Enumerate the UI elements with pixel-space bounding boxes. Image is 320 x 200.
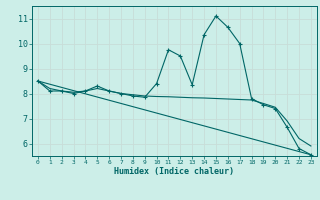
X-axis label: Humidex (Indice chaleur): Humidex (Indice chaleur) (115, 167, 234, 176)
